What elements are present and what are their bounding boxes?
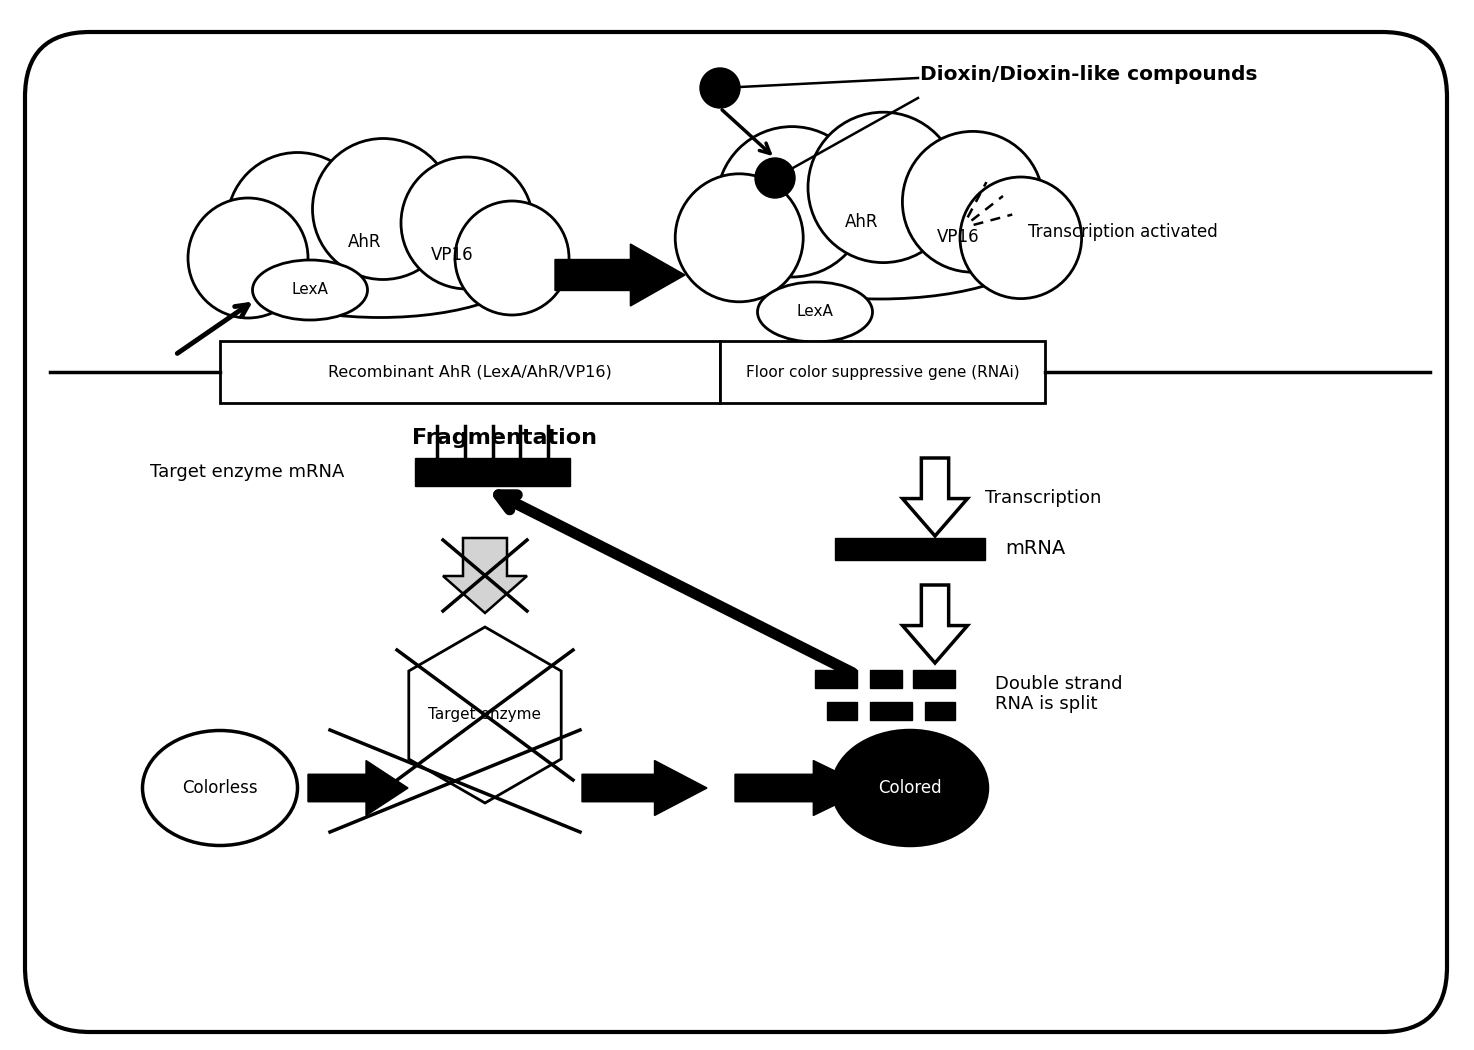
Bar — [220, 341, 719, 403]
Circle shape — [902, 131, 1044, 272]
Ellipse shape — [833, 731, 988, 845]
Circle shape — [700, 68, 740, 108]
Polygon shape — [408, 627, 562, 803]
FancyBboxPatch shape — [25, 32, 1447, 1032]
Circle shape — [455, 201, 569, 315]
Bar — [912, 670, 955, 688]
Circle shape — [808, 112, 958, 262]
Text: Colorless: Colorless — [183, 779, 258, 797]
Circle shape — [755, 158, 794, 198]
Bar — [870, 702, 912, 720]
Circle shape — [401, 158, 534, 289]
Text: VP16: VP16 — [430, 246, 473, 264]
Text: Colored: Colored — [879, 779, 942, 797]
Text: AhR: AhR — [845, 213, 879, 231]
Text: Transcription: Transcription — [985, 489, 1101, 507]
Circle shape — [227, 152, 368, 294]
Ellipse shape — [143, 731, 298, 845]
Polygon shape — [556, 244, 685, 306]
Bar — [416, 458, 570, 486]
Text: AhR: AhR — [348, 233, 382, 251]
Text: mRNA: mRNA — [1005, 539, 1066, 558]
Bar — [834, 538, 985, 560]
Text: Target enzyme: Target enzyme — [429, 708, 541, 722]
Text: Transcription activated: Transcription activated — [1027, 223, 1218, 242]
Text: Floor color suppressive gene (RNAi): Floor color suppressive gene (RNAi) — [746, 364, 1020, 379]
Bar — [827, 702, 856, 720]
Text: Dioxin/Dioxin-like compounds: Dioxin/Dioxin-like compounds — [920, 65, 1257, 84]
Text: Target enzyme mRNA: Target enzyme mRNA — [150, 463, 345, 481]
Ellipse shape — [719, 191, 1041, 299]
Text: VP16: VP16 — [936, 228, 979, 246]
Bar — [926, 702, 955, 720]
Polygon shape — [582, 760, 708, 816]
Polygon shape — [902, 458, 967, 536]
Text: Recombinant AhR (LexA/AhR/VP16): Recombinant AhR (LexA/AhR/VP16) — [329, 364, 612, 379]
Circle shape — [960, 177, 1082, 298]
Polygon shape — [444, 538, 528, 613]
Polygon shape — [736, 760, 870, 816]
Circle shape — [716, 127, 867, 277]
Circle shape — [312, 139, 454, 279]
Circle shape — [189, 198, 308, 318]
Circle shape — [675, 174, 803, 301]
Text: Double strand
RNA is split: Double strand RNA is split — [995, 674, 1123, 713]
Text: LexA: LexA — [796, 304, 833, 319]
Polygon shape — [902, 585, 967, 663]
Ellipse shape — [758, 282, 873, 342]
Text: LexA: LexA — [292, 282, 329, 297]
Ellipse shape — [252, 260, 367, 320]
Text: Fragmentation: Fragmentation — [413, 428, 597, 448]
Bar — [719, 341, 1045, 403]
Polygon shape — [308, 760, 408, 816]
Ellipse shape — [230, 212, 531, 317]
Bar — [870, 670, 902, 688]
Bar — [815, 670, 856, 688]
